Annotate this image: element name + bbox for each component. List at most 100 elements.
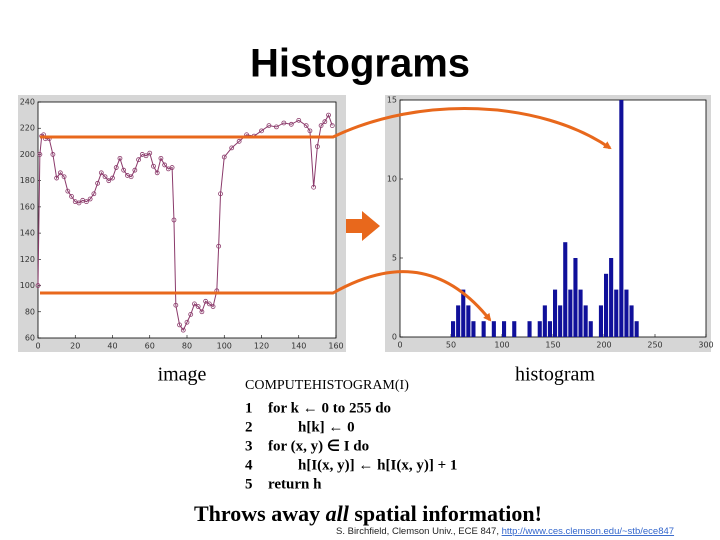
x-tick-label: 80 xyxy=(182,342,192,351)
data-point xyxy=(65,188,71,194)
data-point xyxy=(37,152,43,157)
y-tick-label: 10 xyxy=(387,175,397,184)
credit-link[interactable]: http://www.ces.clemson.edu/~stb/ece847 xyxy=(502,526,674,537)
line-number: 3 xyxy=(245,438,253,454)
data-point xyxy=(326,112,331,118)
bar xyxy=(619,100,624,337)
y-tick-label: 5 xyxy=(392,254,397,263)
data-point xyxy=(322,119,328,125)
data-point xyxy=(329,123,335,128)
slide-title: Histograms xyxy=(250,42,470,86)
data-point xyxy=(266,123,272,128)
data-point xyxy=(95,180,100,186)
data-point xyxy=(57,170,63,176)
bar xyxy=(456,305,461,337)
line-number: 1 xyxy=(245,400,253,416)
y-tick-label: 200 xyxy=(20,150,35,159)
line-text: for k ← 0 to 255 do xyxy=(268,400,391,416)
data-point xyxy=(162,162,168,168)
y-tick-label: 80 xyxy=(25,307,35,316)
algorithm-name: COMPUTEHISTOGRAM(I) xyxy=(245,378,409,393)
data-point xyxy=(169,165,175,170)
plot-area xyxy=(37,101,337,339)
arrows xyxy=(40,107,612,322)
bar xyxy=(614,289,619,337)
bar xyxy=(634,321,639,337)
data-point xyxy=(173,302,179,308)
x-tick-label: 100 xyxy=(494,341,509,350)
data-point xyxy=(259,128,264,134)
bar xyxy=(553,289,558,337)
data-point xyxy=(87,196,93,202)
data-point xyxy=(106,178,112,184)
y-tick-label: 0 xyxy=(392,333,397,342)
data-point xyxy=(143,153,149,159)
data-point xyxy=(121,167,127,173)
data-point xyxy=(296,117,302,123)
line-text: for (x, y) ∈ I do xyxy=(268,438,369,454)
line-text: h[k] ← 0 xyxy=(298,419,355,435)
bar xyxy=(512,321,517,337)
charts: 0 20 40 60 80 100 120 140 1606080100120140160180… xyxy=(20,96,714,351)
y-tick-label: 180 xyxy=(20,176,35,185)
data-point xyxy=(192,301,197,307)
block-arrow xyxy=(346,211,380,241)
data-point xyxy=(61,174,67,180)
data-point xyxy=(288,121,294,127)
data-point xyxy=(128,174,134,180)
data-point xyxy=(98,170,104,176)
data-point xyxy=(113,165,119,170)
data-point xyxy=(117,155,123,161)
bar xyxy=(537,321,542,337)
data-point xyxy=(206,301,212,307)
data-point xyxy=(136,157,141,163)
data-point xyxy=(151,163,156,169)
bar xyxy=(629,305,634,337)
data-point xyxy=(102,174,108,180)
data-point xyxy=(303,123,309,128)
x-tick-label: 160 xyxy=(328,342,343,351)
bar xyxy=(471,321,476,337)
bar xyxy=(466,305,471,337)
data-line xyxy=(37,113,333,332)
data-point xyxy=(147,150,153,156)
data-point xyxy=(216,243,222,249)
footer: Throws away all spatial information! xyxy=(194,501,542,526)
data-point xyxy=(199,309,205,315)
x-tick-label: 250 xyxy=(647,341,662,350)
bar xyxy=(583,305,588,337)
data-point xyxy=(236,138,242,144)
data-point xyxy=(54,175,60,181)
data-point xyxy=(218,191,223,197)
data-point xyxy=(50,152,56,157)
y-tick-label: 60 xyxy=(25,334,35,343)
x-tick-label: 50 xyxy=(446,341,456,350)
credit-text: S. Birchfield, Clemson Univ., ECE 847, xyxy=(336,526,502,537)
y-tick-label: 120 xyxy=(20,255,35,264)
y-tick-label: 240 xyxy=(20,98,35,107)
bar xyxy=(502,321,507,337)
footer-text: spatial information! xyxy=(349,501,542,526)
bar xyxy=(573,258,578,337)
data-point xyxy=(177,322,182,328)
bar xyxy=(491,321,496,337)
x-tick-label: 150 xyxy=(545,341,560,350)
data-point xyxy=(184,319,190,325)
data-point xyxy=(229,145,235,151)
bar xyxy=(461,289,466,337)
data-point xyxy=(195,304,201,309)
caption-histogram: histogram xyxy=(515,364,595,386)
bar xyxy=(604,273,609,337)
data-point xyxy=(110,175,115,181)
x-tick-label: 0 xyxy=(35,342,40,351)
x-tick-label: 200 xyxy=(596,341,611,350)
bar xyxy=(609,258,614,337)
arrow-bottom xyxy=(40,270,492,322)
bar xyxy=(588,321,593,337)
data-point xyxy=(318,123,324,128)
x-tick-label: 100 xyxy=(217,342,232,351)
footer-text: Throws away xyxy=(194,501,326,526)
data-point xyxy=(314,144,320,149)
